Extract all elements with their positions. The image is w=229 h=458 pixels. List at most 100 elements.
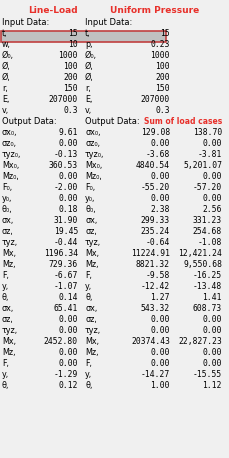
Text: 200: 200 [63, 73, 78, 82]
Text: Output Data:: Output Data: [85, 117, 140, 126]
Text: 608.73: 608.73 [193, 304, 222, 313]
Text: 0.00: 0.00 [58, 315, 78, 324]
Text: 0.00: 0.00 [150, 172, 170, 181]
Text: -55.20: -55.20 [141, 183, 170, 192]
Text: Mx₀,: Mx₀, [2, 161, 19, 170]
Text: Mz₀,: Mz₀, [2, 172, 19, 181]
Text: Ø,: Ø, [85, 73, 94, 82]
Text: θ₀,: θ₀, [85, 205, 96, 214]
Text: τyz₀,: τyz₀, [2, 150, 21, 159]
Text: -15.55: -15.55 [193, 370, 222, 379]
Text: F₀,: F₀, [85, 183, 95, 192]
Text: F,: F, [85, 271, 92, 280]
Text: τyz₀,: τyz₀, [85, 150, 104, 159]
Text: 4840.54: 4840.54 [136, 161, 170, 170]
Text: 543.32: 543.32 [141, 304, 170, 313]
Text: 9,550.68: 9,550.68 [183, 260, 222, 269]
Text: 0.00: 0.00 [150, 194, 170, 203]
Text: y₀,: y₀, [85, 194, 95, 203]
Text: y,: y, [2, 370, 9, 379]
Text: -1.07: -1.07 [54, 282, 78, 291]
Text: 299.33: 299.33 [141, 216, 170, 225]
Text: θ₀,: θ₀, [2, 205, 13, 214]
Text: F,: F, [2, 271, 9, 280]
Text: F₀,: F₀, [2, 183, 12, 192]
Text: Mx₀,: Mx₀, [85, 161, 102, 170]
Text: -1.29: -1.29 [54, 370, 78, 379]
Text: t,: t, [2, 29, 8, 38]
Text: σx₀,: σx₀, [2, 128, 17, 137]
Text: 19.45: 19.45 [54, 227, 78, 236]
Text: 0.00: 0.00 [150, 326, 170, 335]
Text: 10: 10 [68, 40, 78, 49]
Text: 0.3: 0.3 [63, 106, 78, 115]
Text: 0.00: 0.00 [202, 359, 222, 368]
Text: -0.44: -0.44 [54, 238, 78, 247]
Text: 0.14: 0.14 [58, 293, 78, 302]
Text: Mz₀,: Mz₀, [85, 172, 102, 181]
Text: -16.25: -16.25 [193, 271, 222, 280]
Text: 129.08: 129.08 [141, 128, 170, 137]
Text: 0.00: 0.00 [202, 315, 222, 324]
FancyBboxPatch shape [1, 31, 166, 42]
Text: F,: F, [2, 359, 9, 368]
Text: σz,: σz, [85, 315, 97, 324]
Text: 1.27: 1.27 [150, 293, 170, 302]
Text: Output Data:: Output Data: [2, 117, 57, 126]
Text: 235.24: 235.24 [141, 227, 170, 236]
Text: 138.70: 138.70 [193, 128, 222, 137]
Text: σz,: σz, [2, 315, 14, 324]
Text: Mx,: Mx, [85, 337, 99, 346]
Text: Ø,: Ø, [2, 62, 11, 71]
Text: σx,: σx, [2, 216, 14, 225]
Text: Uniform Pressure: Uniform Pressure [110, 6, 199, 15]
Text: 0.00: 0.00 [58, 359, 78, 368]
Text: 207000: 207000 [141, 95, 170, 104]
Text: t,: t, [85, 29, 90, 38]
Text: 0.00: 0.00 [150, 348, 170, 357]
Text: σx₀,: σx₀, [85, 128, 101, 137]
Text: 200: 200 [155, 73, 170, 82]
Text: θ,: θ, [85, 293, 92, 302]
Text: -0.13: -0.13 [54, 150, 78, 159]
Text: Mz,: Mz, [2, 348, 16, 357]
Text: τyz,: τyz, [85, 238, 101, 247]
Text: 0.12: 0.12 [58, 381, 78, 390]
Text: Ø,: Ø, [2, 73, 11, 82]
Text: Mz,: Mz, [85, 260, 98, 269]
Text: 31.90: 31.90 [54, 216, 78, 225]
Text: 20374.43: 20374.43 [131, 337, 170, 346]
Text: v,: v, [85, 106, 92, 115]
Text: y,: y, [85, 370, 92, 379]
Text: -2.00: -2.00 [54, 183, 78, 192]
Text: 1.00: 1.00 [150, 381, 170, 390]
Text: -12.42: -12.42 [141, 282, 170, 291]
Text: -1.08: -1.08 [198, 238, 222, 247]
Text: -9.58: -9.58 [146, 271, 170, 280]
Text: 360.53: 360.53 [49, 161, 78, 170]
Text: y₀,: y₀, [2, 194, 12, 203]
Text: σx,: σx, [2, 304, 14, 313]
Text: 1000: 1000 [150, 51, 170, 60]
Text: 0.23: 0.23 [150, 40, 170, 49]
Text: 100: 100 [155, 62, 170, 71]
Text: 12,421.24: 12,421.24 [178, 249, 222, 258]
Text: σx,: σx, [85, 304, 97, 313]
Text: 0.00: 0.00 [202, 194, 222, 203]
Text: θ,: θ, [85, 381, 92, 390]
Text: E,: E, [2, 95, 9, 104]
Text: 0.00: 0.00 [202, 139, 222, 148]
Text: Mz,: Mz, [85, 348, 98, 357]
Text: 254.68: 254.68 [193, 227, 222, 236]
Text: 0.00: 0.00 [58, 326, 78, 335]
Text: τyz,: τyz, [2, 326, 18, 335]
Text: y,: y, [85, 282, 92, 291]
Text: 15: 15 [160, 29, 170, 38]
Text: 2.56: 2.56 [202, 205, 222, 214]
Text: τyz,: τyz, [2, 238, 18, 247]
Text: 2.38: 2.38 [150, 205, 170, 214]
Text: 1196.34: 1196.34 [44, 249, 78, 258]
Text: 150: 150 [155, 84, 170, 93]
Text: 15: 15 [68, 29, 78, 38]
Text: Sum of load cases: Sum of load cases [144, 117, 222, 126]
